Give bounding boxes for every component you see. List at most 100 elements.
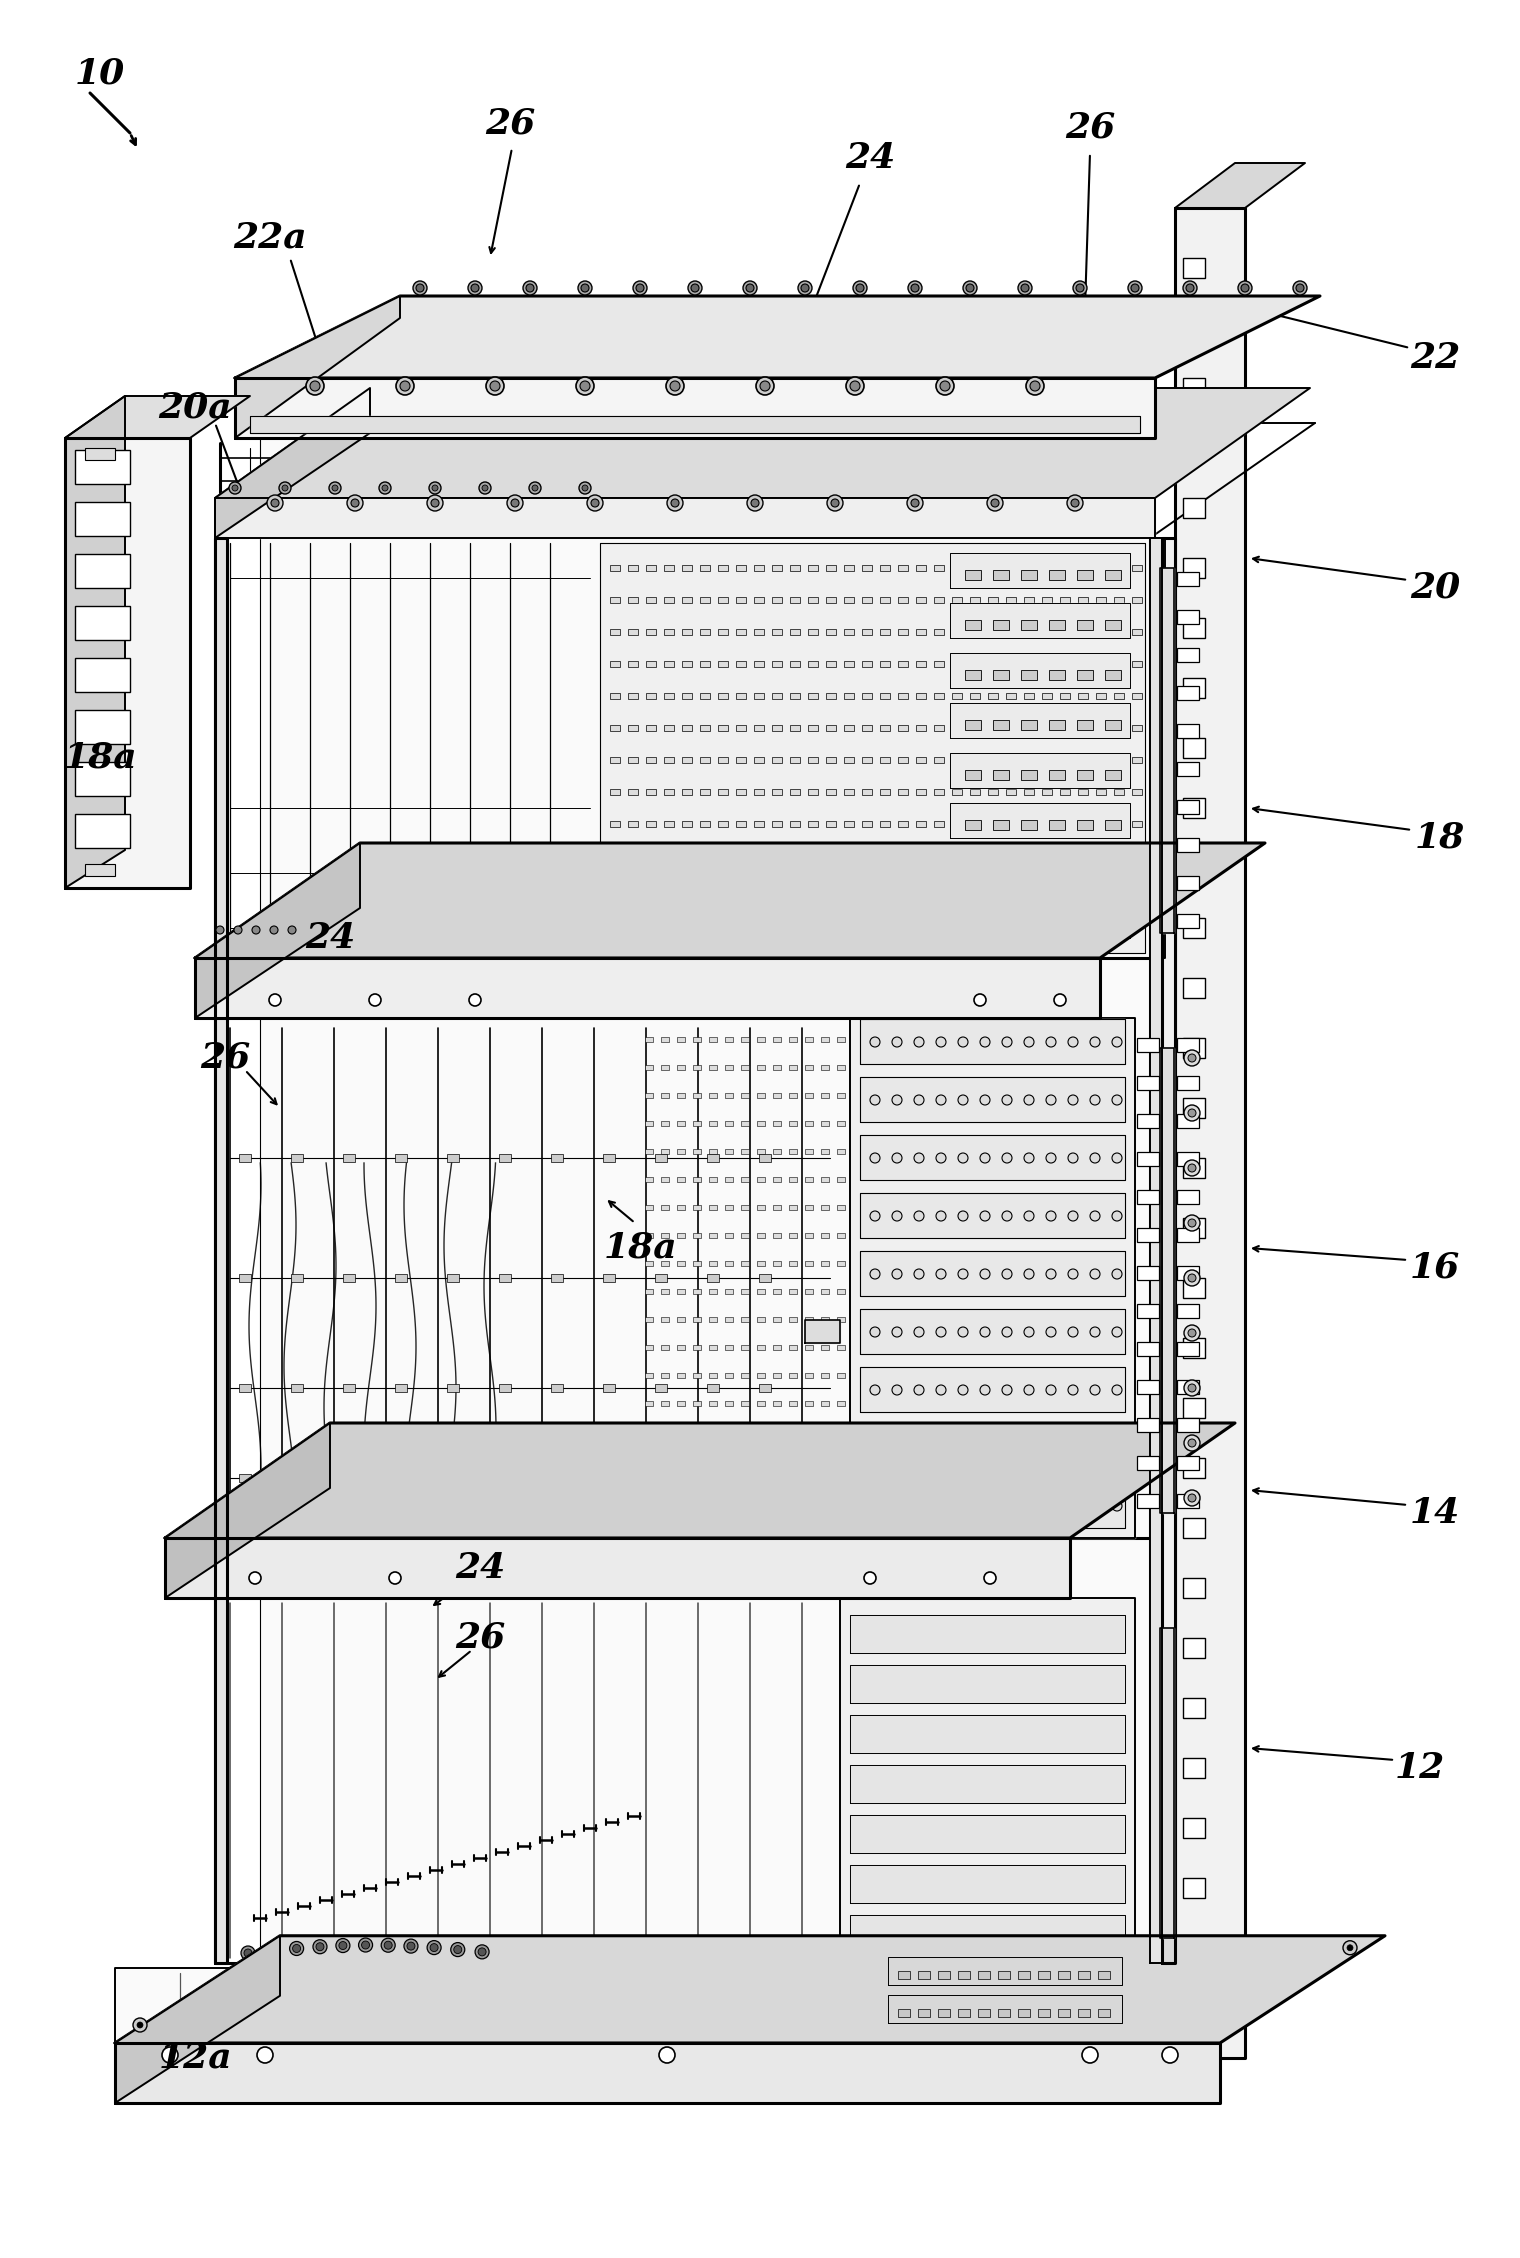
FancyBboxPatch shape <box>821 1120 828 1127</box>
Circle shape <box>578 280 591 296</box>
Circle shape <box>980 1502 990 1511</box>
Circle shape <box>1113 1210 1122 1222</box>
FancyBboxPatch shape <box>454 2016 467 2023</box>
FancyBboxPatch shape <box>644 1429 654 1434</box>
FancyBboxPatch shape <box>1114 693 1123 700</box>
FancyBboxPatch shape <box>701 662 710 666</box>
Circle shape <box>939 382 950 391</box>
FancyBboxPatch shape <box>993 919 1009 930</box>
Polygon shape <box>806 1321 841 1344</box>
FancyBboxPatch shape <box>74 501 131 535</box>
Polygon shape <box>850 1766 1125 1802</box>
FancyBboxPatch shape <box>1018 2010 1031 2016</box>
Polygon shape <box>1151 537 1161 1962</box>
FancyBboxPatch shape <box>933 596 944 603</box>
FancyBboxPatch shape <box>664 885 673 892</box>
FancyBboxPatch shape <box>772 662 781 666</box>
FancyBboxPatch shape <box>499 1474 511 1481</box>
FancyBboxPatch shape <box>918 2010 930 2016</box>
FancyBboxPatch shape <box>708 1176 717 1181</box>
FancyBboxPatch shape <box>1183 1278 1205 1298</box>
FancyBboxPatch shape <box>725 1233 733 1237</box>
FancyBboxPatch shape <box>789 1316 796 1321</box>
FancyBboxPatch shape <box>917 693 926 700</box>
FancyBboxPatch shape <box>629 1978 641 1983</box>
FancyBboxPatch shape <box>789 1260 796 1267</box>
Circle shape <box>892 1154 901 1163</box>
FancyBboxPatch shape <box>988 917 999 924</box>
Circle shape <box>1024 1036 1034 1048</box>
Circle shape <box>1069 1210 1078 1222</box>
FancyBboxPatch shape <box>736 788 746 795</box>
FancyBboxPatch shape <box>1021 569 1037 580</box>
FancyBboxPatch shape <box>821 1373 828 1377</box>
FancyBboxPatch shape <box>1078 788 1088 795</box>
FancyBboxPatch shape <box>499 1274 511 1283</box>
Circle shape <box>416 285 424 291</box>
FancyBboxPatch shape <box>988 756 999 763</box>
FancyBboxPatch shape <box>1105 720 1120 729</box>
FancyBboxPatch shape <box>1059 662 1070 666</box>
FancyBboxPatch shape <box>757 1429 765 1434</box>
FancyBboxPatch shape <box>736 756 746 763</box>
FancyBboxPatch shape <box>880 725 891 732</box>
Circle shape <box>1090 1269 1100 1278</box>
FancyBboxPatch shape <box>628 788 638 795</box>
FancyBboxPatch shape <box>1043 693 1052 700</box>
FancyBboxPatch shape <box>790 756 800 763</box>
FancyBboxPatch shape <box>862 885 872 892</box>
FancyBboxPatch shape <box>676 1176 686 1181</box>
FancyBboxPatch shape <box>918 1971 930 1978</box>
FancyBboxPatch shape <box>965 820 980 831</box>
FancyBboxPatch shape <box>404 2016 416 2023</box>
FancyBboxPatch shape <box>952 693 962 700</box>
Circle shape <box>378 481 391 495</box>
Circle shape <box>1069 1095 1078 1104</box>
FancyBboxPatch shape <box>917 630 926 634</box>
FancyBboxPatch shape <box>774 1149 781 1154</box>
Circle shape <box>1240 285 1249 291</box>
Circle shape <box>910 499 920 508</box>
FancyBboxPatch shape <box>676 1289 686 1294</box>
FancyBboxPatch shape <box>825 564 836 571</box>
FancyBboxPatch shape <box>1132 854 1142 858</box>
FancyBboxPatch shape <box>717 564 728 571</box>
FancyBboxPatch shape <box>661 1066 669 1070</box>
FancyBboxPatch shape <box>708 1149 717 1154</box>
Circle shape <box>1069 1502 1078 1511</box>
Circle shape <box>359 1937 372 1951</box>
FancyBboxPatch shape <box>447 1154 459 1163</box>
FancyBboxPatch shape <box>708 1233 717 1237</box>
FancyBboxPatch shape <box>754 822 765 826</box>
Circle shape <box>1090 1095 1100 1104</box>
FancyBboxPatch shape <box>655 1274 667 1283</box>
FancyBboxPatch shape <box>809 630 818 634</box>
FancyBboxPatch shape <box>838 1149 845 1154</box>
FancyBboxPatch shape <box>1006 693 1015 700</box>
Polygon shape <box>236 296 1319 377</box>
Polygon shape <box>280 1969 1221 2043</box>
FancyBboxPatch shape <box>838 1093 845 1097</box>
FancyBboxPatch shape <box>655 1384 667 1391</box>
Circle shape <box>1002 1443 1012 1452</box>
Circle shape <box>293 1944 301 1953</box>
FancyBboxPatch shape <box>693 1120 701 1127</box>
FancyBboxPatch shape <box>933 564 944 571</box>
FancyBboxPatch shape <box>1137 1456 1158 1470</box>
Circle shape <box>1046 1210 1056 1222</box>
FancyBboxPatch shape <box>952 885 962 892</box>
FancyBboxPatch shape <box>725 1120 733 1127</box>
Polygon shape <box>850 1915 1125 1953</box>
FancyBboxPatch shape <box>74 605 131 639</box>
FancyBboxPatch shape <box>380 1978 392 1983</box>
FancyBboxPatch shape <box>1137 1039 1158 1052</box>
FancyBboxPatch shape <box>664 788 673 795</box>
Circle shape <box>974 994 986 1007</box>
FancyBboxPatch shape <box>676 1149 686 1154</box>
FancyBboxPatch shape <box>806 1093 813 1097</box>
Circle shape <box>958 1502 968 1511</box>
Circle shape <box>914 1443 924 1452</box>
Circle shape <box>670 499 679 508</box>
Polygon shape <box>65 438 190 887</box>
Circle shape <box>486 377 505 395</box>
